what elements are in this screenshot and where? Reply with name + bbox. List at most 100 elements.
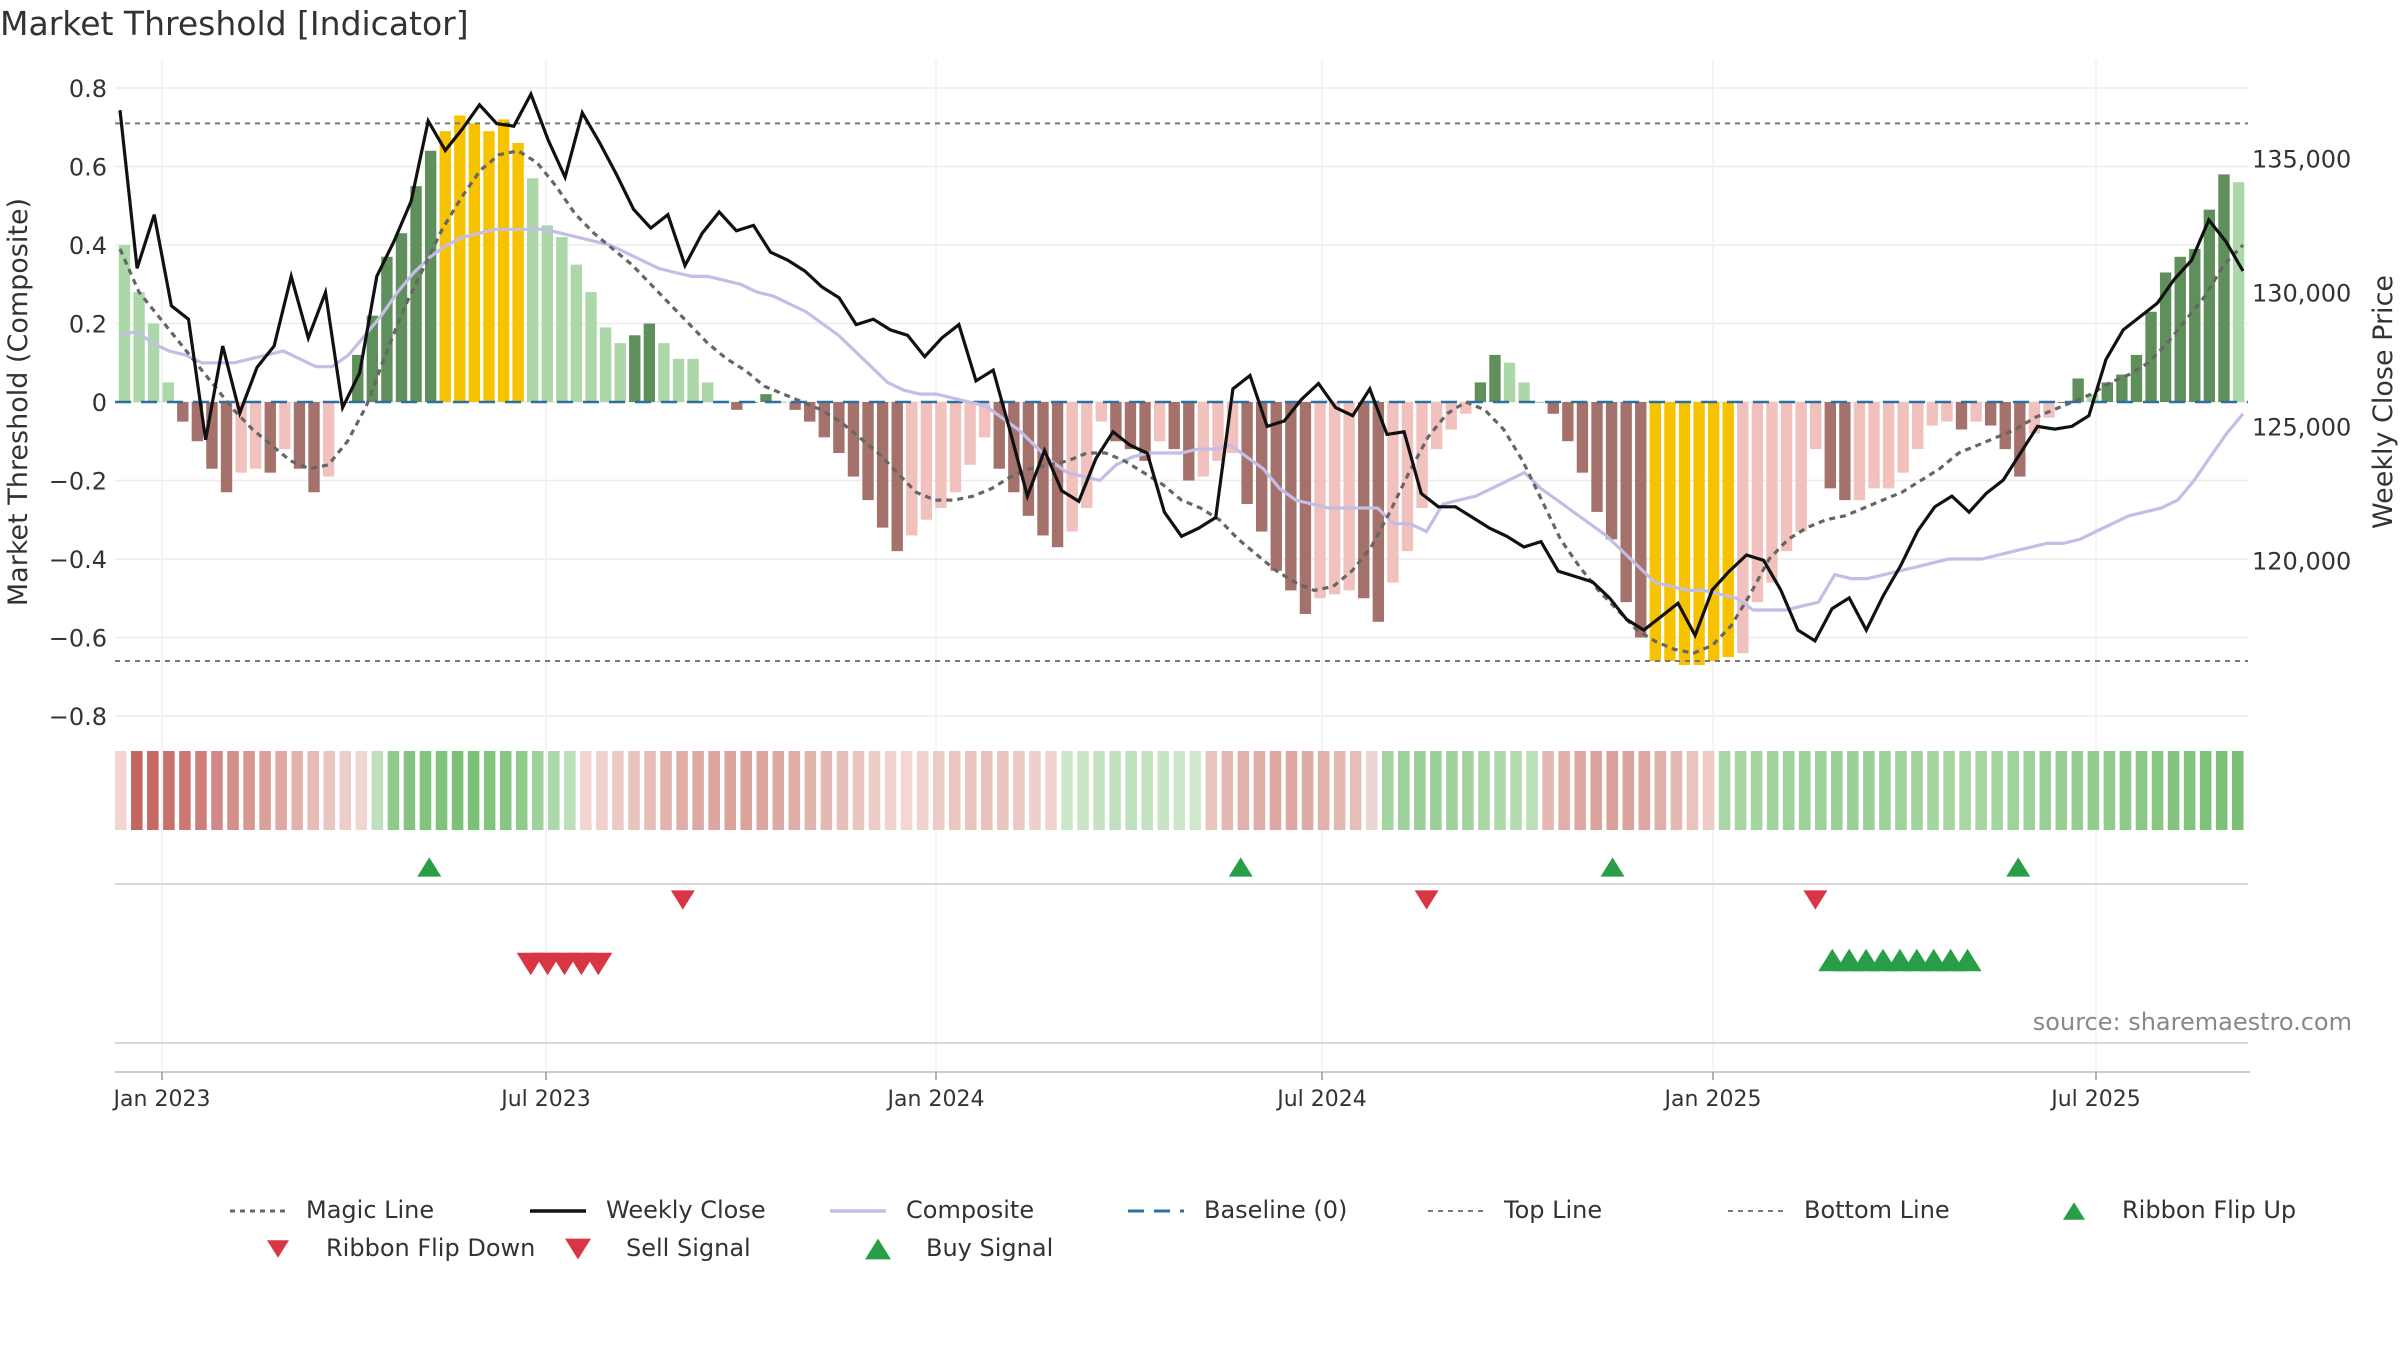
ribbon-segment <box>2071 751 2084 830</box>
composite-bar <box>731 402 743 410</box>
composite-bar <box>1183 402 1195 481</box>
ribbon-segment <box>1718 751 1731 830</box>
weekly-close-line <box>118 90 2245 644</box>
composite-bar <box>1562 402 1574 442</box>
legend-label: Weekly Close <box>606 1196 766 1224</box>
composite-bar <box>833 402 845 454</box>
ribbon-segment <box>1398 751 1410 830</box>
ribbon-segment <box>243 751 255 830</box>
ribbon-segment <box>1622 751 1635 830</box>
legend-item-flip-down: Ribbon Flip Down <box>248 1234 535 1262</box>
ribbon-segment <box>852 751 865 830</box>
y-tick-label-left: 0.4 <box>69 232 107 260</box>
ribbon-segment <box>1301 751 1314 830</box>
composite-bar <box>1212 402 1224 461</box>
composite-bar <box>424 150 437 402</box>
composite-bar <box>1387 402 1399 583</box>
legend-label: Baseline (0) <box>1204 1196 1348 1224</box>
ribbon-segment <box>1430 751 1442 830</box>
ribbon-segment <box>1462 751 1474 830</box>
axes: 0.8 0.6 0.4 0.2 0 −0.2 −0.4 −0.6 −0.8 135,000 130,… <box>3 75 2399 1112</box>
ribbon-segment <box>1574 751 1586 830</box>
composite-bar <box>1343 402 1355 591</box>
composite-bar <box>1882 402 1895 489</box>
composite-bar <box>2130 354 2143 402</box>
composite-bar <box>381 256 393 402</box>
composite-bar <box>1853 402 1866 501</box>
ribbon-segment <box>307 751 319 830</box>
composite-bar <box>2116 374 2128 402</box>
ribbon-segment <box>1750 751 1763 830</box>
y-tick-label-right: 130,000 <box>2252 279 2351 307</box>
ribbon-segment <box>724 751 736 830</box>
composite-bar <box>1197 402 1210 477</box>
composite-bar <box>629 335 641 402</box>
ribbon-segment <box>1045 751 1057 830</box>
composite-bar <box>2232 182 2245 402</box>
composite-bar <box>920 402 933 520</box>
ribbon-segment <box>644 751 656 830</box>
composite-bar <box>1358 402 1370 599</box>
composite-bar <box>687 358 699 402</box>
ribbon-segment <box>1782 751 1795 830</box>
composite-bar <box>541 225 553 402</box>
composite-bar <box>468 123 481 402</box>
ribbon-segment <box>692 751 704 830</box>
composite-bar <box>906 402 918 536</box>
composite-bar <box>2057 402 2070 403</box>
composite-bar <box>293 402 306 469</box>
composite-bar <box>701 382 714 402</box>
ribbon-segment <box>1943 751 1955 830</box>
ribbon-segment <box>2215 751 2228 830</box>
ribbon-segment <box>1798 751 1811 830</box>
composite-bar <box>1430 402 1443 450</box>
chart-title: Market Threshold [Indicator] <box>0 4 469 43</box>
ribbon-segment <box>2135 751 2148 830</box>
ribbon-segment <box>2151 751 2164 830</box>
composite-bar <box>1941 402 1953 422</box>
ribbon-segment <box>1959 751 1971 830</box>
composite-bar <box>1474 382 1487 402</box>
legend-label: Composite <box>906 1196 1035 1224</box>
composite-bar <box>804 402 816 422</box>
legend-swatch-weekly <box>530 1209 586 1213</box>
composite-bar <box>118 245 131 402</box>
ribbon-segment <box>1173 751 1186 830</box>
legend-label: Buy Signal <box>926 1234 1054 1262</box>
ribbon-segment <box>115 751 127 830</box>
ribbon-segment <box>660 751 672 830</box>
ribbon-segment <box>1381 751 1394 830</box>
composite-bar <box>1824 402 1836 489</box>
magic-line <box>118 149 2245 655</box>
ribbon-segment <box>483 751 496 830</box>
composite-bar <box>1766 402 1778 583</box>
legend-item-bottom: Bottom Line <box>1726 1196 1950 1224</box>
composite-bar <box>1810 402 1822 450</box>
x-tick-label: Jan 2023 <box>112 1087 211 1112</box>
composite-bar <box>2174 256 2186 402</box>
composite-bar <box>1124 402 1137 450</box>
x-tick-label: Jul 2025 <box>2049 1087 2141 1112</box>
ribbon-segment <box>788 751 801 830</box>
ribbon-segment <box>1478 751 1490 830</box>
composite-bar <box>1299 402 1312 614</box>
composite-bar <box>2072 378 2084 402</box>
composite-bar <box>2189 248 2201 402</box>
legend-label: Ribbon Flip Down <box>326 1234 536 1262</box>
ribbon-segment <box>1895 751 1907 830</box>
ribbon-segment <box>1077 751 1089 830</box>
composite-bar <box>1649 402 1662 662</box>
ribbon-segment <box>1285 751 1298 830</box>
composite-bar <box>818 402 830 438</box>
ribbon-segment <box>2167 751 2180 830</box>
ribbon-segment <box>1061 751 1073 830</box>
composite-bar <box>483 131 495 403</box>
composite-bar <box>439 131 451 403</box>
legend-label: Bottom Line <box>1804 1196 1950 1224</box>
ribbon-segment <box>1734 751 1747 830</box>
legend-item-composite: Composite <box>828 1196 1034 1224</box>
composite-bar <box>206 402 218 469</box>
composite-bar <box>162 382 174 402</box>
ribbon-segment <box>804 751 817 830</box>
